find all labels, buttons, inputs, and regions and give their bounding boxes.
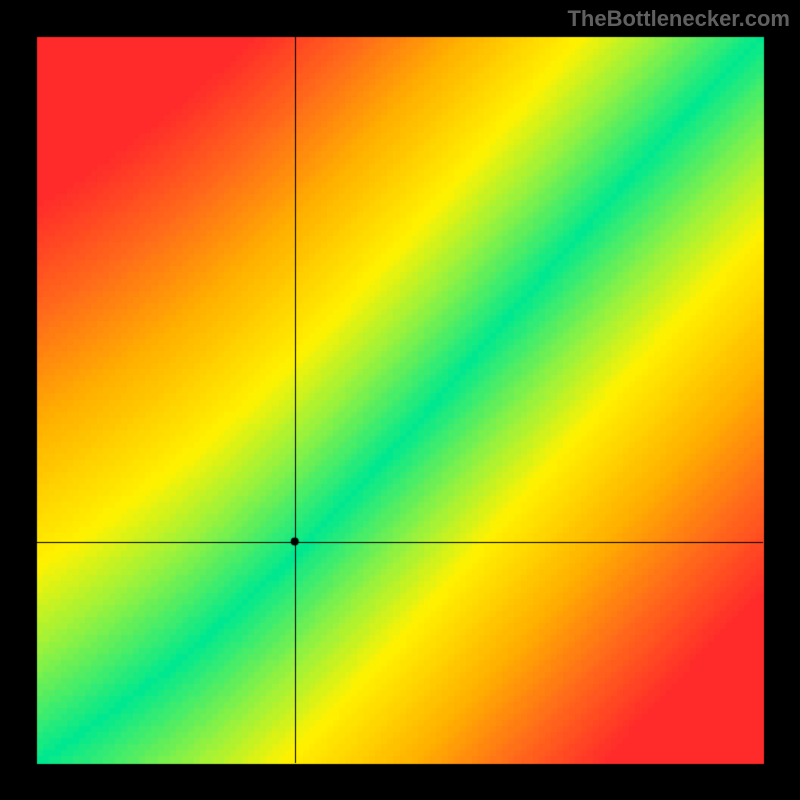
heatmap-canvas	[0, 0, 800, 800]
outer-frame: TheBottlenecker.com	[0, 0, 800, 800]
watermark-text: TheBottlenecker.com	[567, 6, 790, 32]
